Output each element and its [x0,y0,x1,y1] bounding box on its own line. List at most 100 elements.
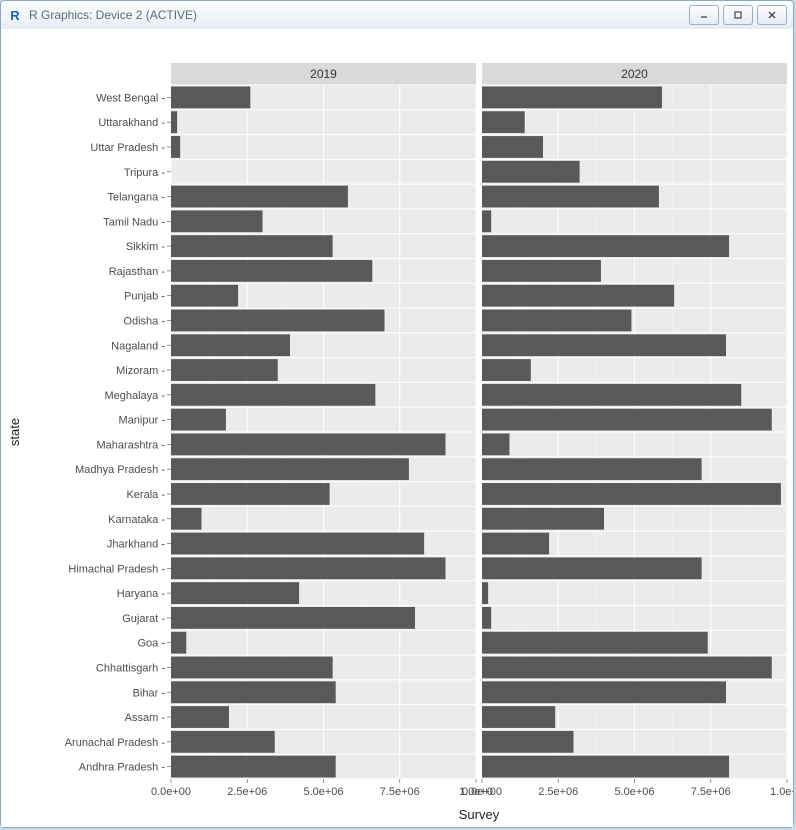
bar [482,557,702,579]
svg-text:Tamil Nadu -: Tamil Nadu - [103,216,165,228]
svg-text:2.5e+06: 2.5e+06 [227,786,267,798]
svg-text:Maharashtra -: Maharashtra - [97,439,166,451]
svg-text:2020: 2020 [621,67,648,81]
bar [482,186,659,208]
svg-text:Uttarakhand -: Uttarakhand - [98,117,165,129]
bar [482,359,531,381]
svg-text:Bihar -: Bihar - [133,687,166,699]
svg-text:5.0e+06: 5.0e+06 [614,786,654,798]
bar [482,533,549,555]
window-title: R Graphics: Device 2 (ACTIVE) [29,8,689,22]
minimize-icon [699,10,709,20]
svg-text:Andhra Pradesh -: Andhra Pradesh - [79,762,166,774]
bar [171,186,348,208]
svg-text:Madhya Pradesh -: Madhya Pradesh - [75,464,165,476]
bar [482,483,781,505]
maximize-button[interactable] [723,5,753,25]
svg-text:Nagaland -: Nagaland - [111,340,165,352]
bar [482,235,729,257]
svg-text:Mizoram -: Mizoram - [116,365,165,377]
svg-text:Arunachal Pradesh -: Arunachal Pradesh - [65,737,166,749]
bar [171,359,278,381]
bar [482,310,631,332]
bar [171,409,226,431]
bar [171,260,372,282]
bar [171,706,229,728]
bar [482,706,555,728]
bar [482,136,543,158]
svg-text:Rajasthan -: Rajasthan - [109,266,166,278]
bar [171,210,263,232]
svg-text:1.0e+0: 1.0e+0 [770,786,793,798]
svg-text:Tripura -: Tripura - [124,167,165,179]
titlebar: R R Graphics: Device 2 (ACTIVE) [1,1,793,30]
svg-text:7.5e+06: 7.5e+06 [380,786,420,798]
svg-text:0.0e+00: 0.0e+00 [462,786,502,798]
bar [482,731,574,753]
bar [171,657,333,679]
svg-text:Haryana -: Haryana - [117,588,166,600]
svg-text:Himachal Pradesh -: Himachal Pradesh - [68,563,165,575]
bar [482,681,726,703]
bar [482,657,772,679]
svg-text:West Bengal -: West Bengal - [96,92,165,104]
svg-text:Karnataka -: Karnataka - [108,514,165,526]
bar [482,334,726,356]
bar [482,632,708,654]
svg-text:Odisha -: Odisha - [123,315,165,327]
bar [482,508,604,530]
svg-text:Chhattisgarh -: Chhattisgarh - [96,662,165,674]
window-buttons [689,5,787,25]
bar [171,235,333,257]
svg-text:Telangana -: Telangana - [108,192,166,204]
bar [482,161,580,183]
svg-text:Survey: Survey [459,807,500,822]
bar [171,86,250,108]
bar [171,756,336,778]
svg-text:Assam -: Assam - [125,712,166,724]
svg-text:Jharkhand -: Jharkhand - [107,539,165,551]
bar [171,533,424,555]
bar [482,458,702,480]
close-button[interactable] [757,5,787,25]
bar [171,557,446,579]
r-graphics-window: R R Graphics: Device 2 (ACTIVE) state Sur… [0,0,794,828]
svg-text:Kerala -: Kerala - [126,489,165,501]
bar [482,285,674,307]
bar [482,607,491,629]
bar [482,210,491,232]
minimize-button[interactable] [689,5,719,25]
maximize-icon [733,10,743,20]
bar [482,756,729,778]
svg-text:0.0e+00: 0.0e+00 [151,786,191,798]
svg-text:2.5e+06: 2.5e+06 [538,786,578,798]
bar [482,433,509,455]
bar [171,433,446,455]
bar [482,86,662,108]
svg-text:Goa -: Goa - [137,638,165,650]
bar [482,409,772,431]
svg-text:state: state [7,418,22,446]
bar [482,582,488,604]
svg-text:Punjab -: Punjab - [124,291,165,303]
bar [482,111,525,133]
bar [171,681,336,703]
bar [171,111,177,133]
close-icon [767,10,777,20]
svg-text:7.5e+06: 7.5e+06 [691,786,731,798]
svg-text:Uttar Pradesh -: Uttar Pradesh - [90,142,165,154]
bar [171,310,385,332]
faceted-bar-chart: stateSurvey20190.0e+002.5e+065.0e+067.5e… [1,29,793,827]
r-app-icon: R [7,7,23,23]
bar [171,731,275,753]
bar [171,458,409,480]
plot-area: stateSurvey20190.0e+002.5e+065.0e+067.5e… [1,29,793,827]
bar [171,483,330,505]
bar [171,632,186,654]
bar [171,334,290,356]
bar [171,384,375,406]
bar [482,384,741,406]
bar [171,285,238,307]
bar [171,607,415,629]
bar [171,582,299,604]
